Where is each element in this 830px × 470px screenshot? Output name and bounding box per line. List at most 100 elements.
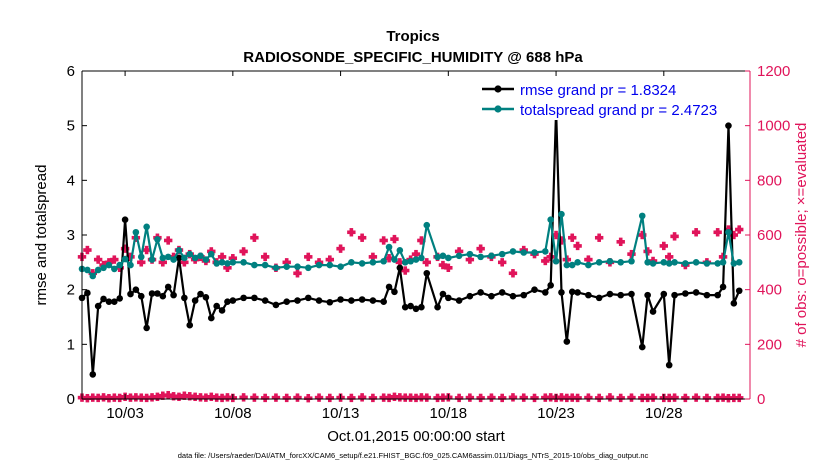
rmse-point [434, 303, 441, 311]
totalspread-point [132, 228, 140, 236]
totalspread-point [396, 247, 404, 254]
rmse-point [175, 254, 183, 262]
totalspread-point [84, 266, 91, 274]
obs-possible-marker [336, 244, 345, 253]
obs-possible-marker [325, 255, 335, 264]
totalspread-point [116, 261, 124, 269]
y-tick-label-left: 3 [67, 227, 75, 244]
totalspread-point [649, 260, 657, 267]
rmse-point [644, 291, 651, 299]
obs-possible-marker [379, 236, 388, 245]
y-tick-label-left: 5 [67, 118, 75, 135]
totalspread-point [423, 221, 431, 229]
rmse-point [574, 289, 581, 296]
rmse-point [186, 321, 194, 329]
obs-possible-marker [110, 255, 119, 264]
rmse-point [671, 291, 678, 299]
totalspread-point [100, 264, 107, 272]
obs-possible-marker [476, 244, 485, 253]
totalspread-point [563, 261, 571, 269]
totalspread-point [304, 264, 312, 272]
tick-layer: 10/03 10/08 10/13 10/18 10/23 10/28 0 1 2 3 4 5 6 0 20… [67, 63, 791, 422]
rmse-point [143, 324, 150, 332]
y-tick-label-right: 200 [757, 336, 782, 353]
obs-possible-marker [239, 247, 248, 256]
y-tick-label-right: 1000 [757, 118, 790, 135]
totalspread-point [445, 254, 452, 262]
totalspread-point [407, 257, 414, 265]
totalspread-point [628, 257, 635, 265]
totalspread-point [552, 257, 560, 265]
rmse-point [617, 291, 625, 299]
totalspread-point [105, 261, 113, 269]
rmse-point [207, 314, 215, 322]
obs-possible-marker [223, 263, 232, 272]
totalspread-point [547, 216, 554, 223]
totalspread-point [137, 253, 145, 261]
totalspread-point [568, 261, 576, 269]
totalspread-point [213, 260, 220, 267]
obs-possible-marker [395, 258, 405, 267]
totalspread-point [159, 254, 167, 262]
x-tick-label: 10/18 [430, 405, 468, 422]
legend: rmse grand pr = 1.8324 totalspread grand… [476, 76, 748, 120]
y-tick-label-left: 2 [67, 282, 75, 299]
totalspread-point [531, 249, 538, 256]
totalspread-point [520, 249, 528, 256]
obs-possible-marker [691, 228, 701, 237]
rmse-point [585, 291, 592, 299]
obs-possible-marker [422, 258, 431, 267]
rmse-point [84, 289, 91, 297]
obs-possible-marker [357, 233, 367, 242]
rmse-point [423, 269, 431, 277]
obs-possible-marker [735, 225, 744, 234]
rmse-point [294, 297, 301, 304]
rmse-point [218, 307, 226, 314]
totalspread-point [111, 265, 118, 273]
obs-possible-marker [713, 228, 722, 237]
totalspread-point [682, 260, 689, 267]
rmse-point [703, 291, 711, 299]
totalspread-point [224, 260, 231, 267]
totalspread-point [385, 243, 393, 251]
totalspread-point [541, 248, 549, 255]
chart-subtitle: RADIOSONDE_SPECIFIC_HUMIDITY @ 688 hPa [243, 49, 583, 66]
rmse-point [283, 298, 291, 305]
totalspread-point [186, 250, 194, 258]
rmse-point [137, 292, 145, 300]
y-tick-label-left: 6 [67, 63, 75, 80]
y-tick-label-left: 1 [67, 336, 75, 353]
rmse-point [229, 297, 237, 304]
x-tick-label: 10/28 [645, 405, 683, 422]
totalspread-point [197, 252, 204, 260]
obs-possible-marker [217, 252, 227, 262]
rmse-point [315, 297, 323, 304]
obs-possible-marker [454, 247, 464, 256]
legend-spread-marker [494, 105, 502, 113]
obs-possible-marker [304, 252, 313, 262]
rmse-point [202, 294, 210, 301]
rmse-point [116, 295, 124, 302]
totalspread-point [207, 250, 215, 258]
rmse-point [148, 290, 156, 297]
totalspread-point [170, 256, 177, 263]
y-tick-label-right: 400 [757, 282, 782, 299]
totalspread-point [315, 261, 323, 269]
totalspread-point [294, 263, 301, 271]
obs-possible-marker [659, 241, 669, 251]
rmse-point [563, 338, 571, 345]
totalspread-point [509, 248, 517, 255]
rmse-point [159, 292, 167, 300]
totalspread-point [229, 259, 237, 266]
y-tick-label-right: 0 [757, 391, 765, 408]
totalspread-point [439, 252, 447, 260]
obs-possible-marker [282, 258, 291, 267]
totalspread-point [348, 259, 355, 266]
totalspread-point [272, 264, 280, 272]
totalspread-line [81, 213, 740, 278]
rmse-point [121, 216, 129, 223]
totalspread-point [644, 259, 651, 266]
rmse-point [498, 289, 506, 296]
rmse-point [488, 292, 495, 300]
